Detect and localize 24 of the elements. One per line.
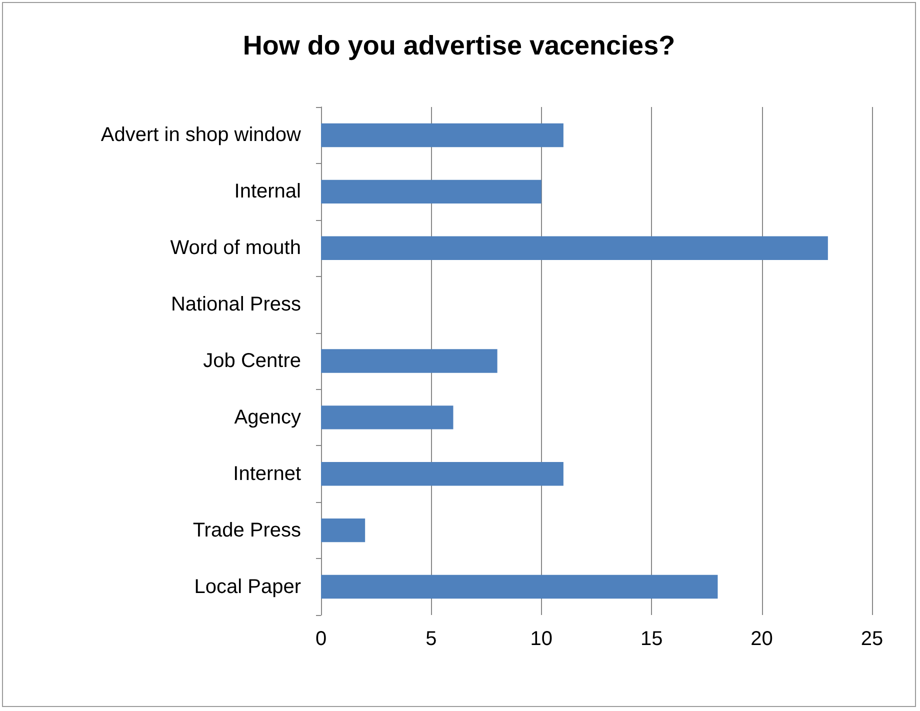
bar — [321, 180, 542, 204]
chart-title: How do you advertise vacencies? — [242, 30, 676, 60]
x-tick-label: 0 — [315, 628, 327, 650]
x-tick-label: 20 — [750, 628, 773, 650]
bar — [321, 574, 718, 599]
y-tick-label: Internal — [234, 180, 301, 203]
x-tick-label: 15 — [640, 628, 663, 650]
x-tick-label: 5 — [426, 628, 437, 650]
bar — [321, 406, 454, 430]
bar — [321, 236, 828, 260]
x-tick-label: 10 — [530, 628, 553, 650]
y-tick-label: Trade Press — [192, 519, 301, 542]
bar — [321, 349, 498, 373]
y-tick-label: Internet — [233, 462, 302, 485]
y-tick-label: Advert in shop window — [100, 124, 302, 146]
x-tick-label: 25 — [860, 628, 884, 650]
y-tick-label: Local Paper — [194, 576, 302, 598]
y-tick-label: Agency — [234, 406, 301, 428]
y-tick-label: Word of mouth — [170, 237, 301, 260]
bar — [321, 123, 564, 148]
y-tick-label: Job Centre — [203, 350, 301, 372]
bar — [321, 518, 366, 542]
bar — [321, 462, 564, 486]
y-tick-label: National Press — [170, 294, 301, 316]
